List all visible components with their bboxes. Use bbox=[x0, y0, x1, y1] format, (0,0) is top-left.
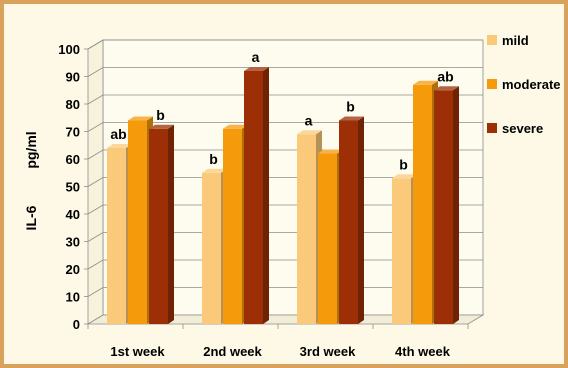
bar-data-label: a bbox=[305, 112, 313, 128]
gridline bbox=[87, 39, 483, 50]
bar-data-label: b bbox=[346, 99, 355, 115]
bar-severe-1 bbox=[149, 128, 168, 324]
bar-top bbox=[339, 116, 364, 121]
bar-top bbox=[107, 144, 132, 148]
gridline bbox=[87, 94, 483, 105]
y-tick-label: 20 bbox=[66, 262, 80, 277]
legend-swatch-mild bbox=[487, 35, 497, 45]
bar-mild-4 bbox=[392, 178, 411, 324]
legend-swatch-severe bbox=[487, 123, 497, 133]
y-tick-label: 60 bbox=[66, 152, 80, 167]
bar-data-label: b bbox=[399, 156, 408, 172]
legend-label-severe: severe bbox=[502, 121, 543, 136]
y-axis-unit-label: pg/ml bbox=[23, 131, 39, 168]
y-tick-label: 100 bbox=[58, 42, 80, 57]
bar-mild-3 bbox=[297, 134, 316, 324]
legend-label-mild: mild bbox=[502, 33, 529, 48]
y-tick-label: 10 bbox=[66, 290, 80, 305]
bar-data-label: a bbox=[252, 49, 260, 65]
x-tick-label: 2nd week bbox=[203, 344, 262, 359]
y-tick-label: 70 bbox=[66, 125, 80, 140]
y-tick-label: 40 bbox=[66, 207, 80, 222]
x-tick-label: 3rd week bbox=[300, 344, 356, 359]
bar-moderate-3 bbox=[318, 153, 337, 324]
x-axis-ticks: 1st week 2nd week 3rd week 4th week bbox=[87, 324, 469, 359]
bar-moderate-1 bbox=[128, 120, 147, 324]
bar-side bbox=[358, 116, 364, 324]
y-tick-label: 30 bbox=[66, 235, 80, 250]
y-axis-ticks: 0 10 20 30 40 50 60 70 80 90 100 bbox=[58, 42, 88, 332]
bar-top bbox=[297, 130, 322, 135]
y-tick-label: 0 bbox=[73, 317, 80, 332]
bar-side bbox=[453, 86, 459, 324]
bar-mild-2 bbox=[202, 172, 221, 324]
y-tick-label: 50 bbox=[66, 180, 80, 195]
y-tick-label: 90 bbox=[66, 70, 80, 85]
legend-label-moderate: moderate bbox=[502, 77, 561, 92]
bar-top bbox=[318, 149, 343, 154]
gridline bbox=[87, 67, 483, 77]
bar-side bbox=[168, 124, 174, 324]
bar-top bbox=[128, 116, 153, 121]
bar-top bbox=[434, 86, 459, 91]
y-axis-label: IL-6 bbox=[23, 205, 39, 230]
x-tick-label: 1st week bbox=[110, 344, 165, 359]
bar-severe-4 bbox=[434, 90, 453, 324]
bar-moderate-2 bbox=[223, 128, 242, 324]
bar-top bbox=[392, 174, 417, 179]
x-tick-label: 4th week bbox=[395, 344, 451, 359]
bar-moderate-4 bbox=[413, 84, 432, 324]
bar-data-label: ab bbox=[437, 68, 453, 84]
bar-side bbox=[263, 67, 269, 324]
bar-severe-3 bbox=[339, 120, 358, 324]
bar-top bbox=[244, 67, 269, 71]
legend-swatch-moderate bbox=[487, 79, 497, 89]
bar-top bbox=[223, 124, 248, 129]
bar-severe-2 bbox=[244, 71, 263, 324]
bar-top bbox=[413, 80, 438, 85]
bar-data-label: ab bbox=[110, 126, 126, 142]
legend: mild moderate severe bbox=[487, 33, 561, 136]
bar-data-label: b bbox=[209, 151, 218, 167]
bar-top bbox=[149, 124, 174, 129]
bar-data-label: b bbox=[156, 107, 165, 123]
bar-mild-1 bbox=[107, 148, 126, 324]
y-tick-label: 80 bbox=[66, 97, 80, 112]
bar-top bbox=[202, 168, 227, 173]
